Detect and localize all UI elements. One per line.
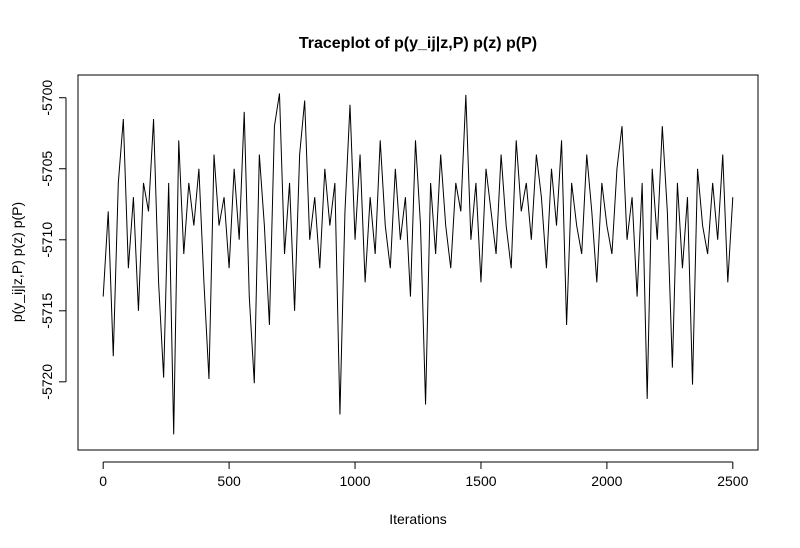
y-tick-label: -5720 — [39, 364, 55, 400]
x-axis-label: Iterations — [389, 511, 447, 527]
trace-line — [102, 93, 734, 435]
y-tick-label: -5715 — [39, 293, 55, 329]
plot-frame — [77, 74, 759, 451]
y-tick-label: -5700 — [39, 80, 55, 116]
x-tick-label: 500 — [217, 473, 241, 489]
y-tick-label: -5710 — [39, 222, 55, 258]
x-tick-label: 2000 — [591, 473, 622, 489]
y-axis-label: p(y_ij|z,P) p(z) p(P) — [9, 202, 25, 322]
chart-title: Traceplot of p(y_ij|z,P) p(z) p(P) — [299, 35, 537, 52]
x-tick-label: 1000 — [339, 473, 370, 489]
y-tick-label: -5705 — [39, 151, 55, 187]
x-tick-label: 1500 — [465, 473, 496, 489]
x-tick-label: 0 — [99, 473, 107, 489]
x-tick-label: 2500 — [717, 473, 748, 489]
